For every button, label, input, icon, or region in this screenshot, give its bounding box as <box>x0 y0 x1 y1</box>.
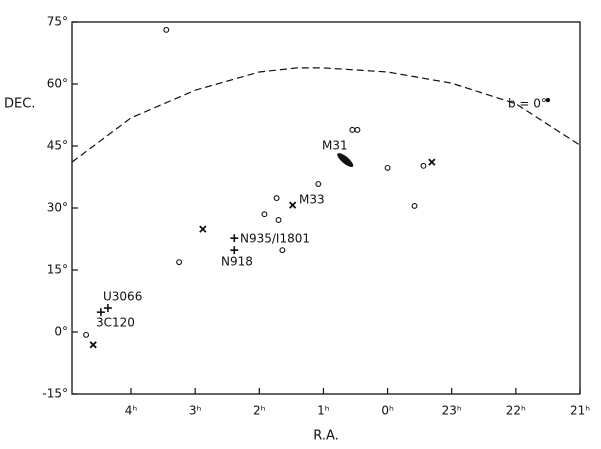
point <box>289 201 297 209</box>
y-tick-label: 30° <box>47 201 68 215</box>
point <box>315 181 322 187</box>
point <box>199 225 207 233</box>
galaxy-circle <box>279 247 286 254</box>
annotation: M31 <box>322 139 348 153</box>
point <box>103 304 112 313</box>
x-axis-title: R.A. <box>313 429 339 444</box>
point <box>545 97 551 103</box>
annotation: N918 <box>221 255 253 269</box>
annotation: b = 0° <box>508 97 547 111</box>
point <box>261 211 268 218</box>
cross-stroke <box>199 225 207 233</box>
galaxy-circle <box>315 181 322 187</box>
galaxy-circle <box>384 164 391 171</box>
galaxy-circle <box>354 126 361 133</box>
y-tick-label: 0° <box>54 325 68 339</box>
x-tick-label: 4ʰ <box>125 404 138 418</box>
dot-shape <box>545 97 551 103</box>
cross-stroke <box>428 158 436 166</box>
x-tick-label: 3ʰ <box>189 404 202 418</box>
y-tick-label: -15° <box>42 387 68 401</box>
point <box>83 331 90 338</box>
x-tick-label: 23ʰ <box>442 404 462 418</box>
point <box>428 158 436 166</box>
x-tick-label: 0ʰ <box>381 404 394 418</box>
annotation: 3C120 <box>96 316 135 330</box>
cross-stroke <box>89 341 97 349</box>
m31-shape <box>337 153 354 168</box>
x-tick-label: 1ʰ <box>317 404 330 418</box>
point <box>354 126 361 133</box>
galaxy-circle <box>349 126 356 133</box>
cross-stroke <box>289 201 297 209</box>
galaxy-circle <box>420 162 427 169</box>
point <box>349 126 356 133</box>
x-tick-label: 21ʰ <box>570 404 590 418</box>
y-tick-label: 15° <box>47 263 68 277</box>
y-tick-label: 60° <box>47 77 68 91</box>
x-tick-label: 2ʰ <box>253 404 266 418</box>
galaxy-circle <box>273 195 280 202</box>
galaxy-circle <box>261 211 268 218</box>
point <box>230 234 239 243</box>
x-tick-label: 22ʰ <box>506 404 526 418</box>
y-tick-label: 75° <box>47 15 68 29</box>
point <box>279 247 286 254</box>
galaxy-circle <box>163 26 170 33</box>
annotation: U3066 <box>103 290 142 304</box>
point <box>96 308 105 317</box>
plot-frame <box>71 21 581 395</box>
annotation: M33 <box>299 193 325 207</box>
galaxy-circle <box>411 202 418 209</box>
point <box>273 195 280 202</box>
point <box>275 217 282 223</box>
galaxy-circle <box>176 259 183 266</box>
point <box>384 164 391 171</box>
annotation: N935/I1801 <box>240 232 310 246</box>
point <box>89 341 97 349</box>
galaxy-circle <box>275 217 282 223</box>
y-axis-title: DEC. <box>4 97 35 112</box>
point <box>337 153 354 168</box>
galaxy-circle <box>83 331 90 338</box>
point <box>176 259 183 266</box>
y-tick-label: 45° <box>47 139 68 153</box>
point <box>230 246 239 255</box>
point <box>420 162 427 169</box>
point <box>163 26 170 33</box>
point <box>411 202 418 209</box>
